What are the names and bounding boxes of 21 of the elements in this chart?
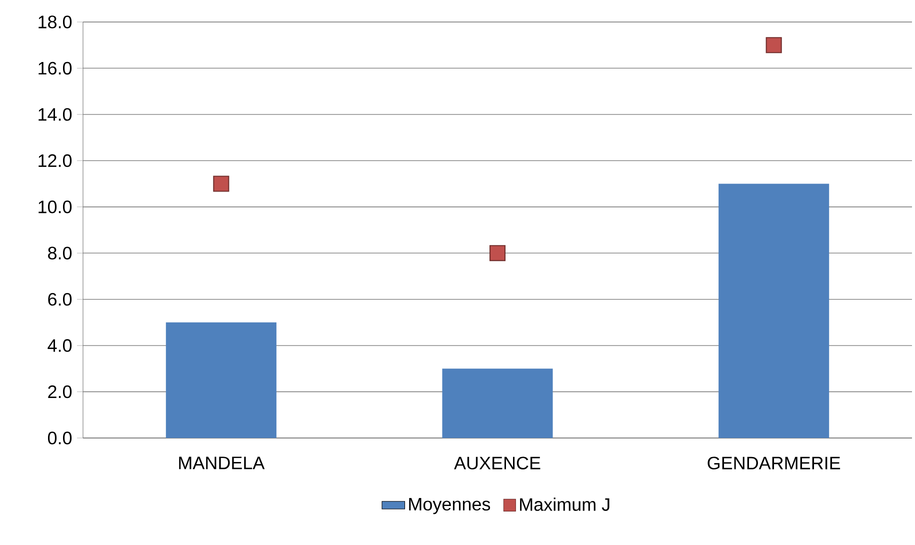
bar — [442, 368, 553, 438]
bar — [718, 184, 830, 438]
y-tick-label: 16.0 — [38, 62, 72, 75]
x-tick-label: MANDELA — [179, 456, 265, 470]
point — [489, 245, 506, 262]
y-tick-label: 6.0 — [48, 292, 72, 306]
y-tick-label: 10.0 — [38, 200, 72, 214]
bar — [166, 322, 276, 438]
y-tick-label: 4.0 — [48, 339, 72, 352]
y-tick-label: 14.0 — [38, 108, 72, 121]
y-tick-label: 0.0 — [48, 432, 72, 444]
y-tick-label: 18.0 — [38, 16, 72, 28]
y-tick-label: 8.0 — [48, 246, 72, 260]
legend-label: Maximum J — [520, 498, 610, 511]
point — [766, 37, 782, 54]
legend-label: Moyennes — [409, 498, 490, 514]
x-tick-label: AUXENCE — [454, 456, 540, 470]
y-tick-label: 12.0 — [38, 154, 72, 168]
y-tick-label: 2.0 — [48, 385, 72, 398]
x-tick-label: GENDARMERIE — [708, 456, 840, 470]
point — [213, 176, 230, 192]
